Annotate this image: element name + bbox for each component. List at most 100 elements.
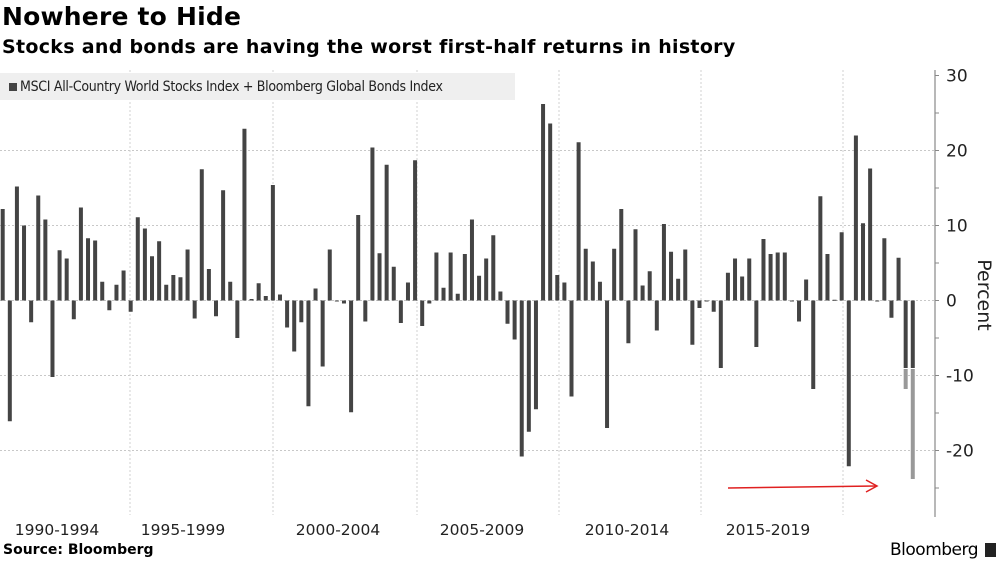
bar (135, 217, 140, 301)
bar (14, 186, 19, 301)
bar (43, 219, 48, 301)
bar (718, 300, 723, 368)
bar (0, 209, 5, 301)
bar (640, 285, 645, 301)
bar (199, 169, 204, 301)
bar (356, 215, 361, 301)
bar (78, 207, 83, 301)
x-tick-label: 2015-2019 (726, 521, 811, 539)
bar (413, 160, 418, 301)
bar (661, 224, 666, 301)
bar (398, 300, 403, 323)
source-note: Source: Bloomberg (3, 542, 154, 558)
bar (448, 252, 453, 301)
bar (477, 275, 482, 301)
bar (683, 249, 688, 301)
bar (775, 252, 780, 301)
bar (654, 300, 659, 331)
bar (391, 266, 396, 301)
x-tick-label: 2000-2004 (296, 521, 381, 539)
bar-highlight (910, 369, 915, 479)
bar (889, 300, 894, 318)
bar (363, 300, 368, 322)
bar (825, 254, 830, 301)
y-tick-label: -20 (946, 442, 974, 462)
bar (626, 300, 631, 344)
bar (505, 300, 510, 324)
bar (797, 300, 802, 322)
bar (704, 300, 709, 302)
bar (313, 288, 318, 301)
bar (605, 300, 610, 428)
bars (0, 104, 915, 479)
bar (861, 223, 866, 301)
bar (469, 219, 474, 301)
bar (583, 248, 588, 301)
bar (277, 294, 282, 301)
bar (178, 277, 183, 301)
bar (157, 241, 162, 301)
bar (619, 209, 624, 301)
bar (647, 271, 652, 301)
bar (733, 258, 738, 301)
bar (36, 195, 41, 301)
bar (768, 254, 773, 301)
bar (299, 300, 304, 323)
bar (519, 300, 524, 457)
bar (427, 300, 432, 304)
bar (150, 256, 155, 301)
bar (789, 300, 794, 302)
bar (192, 300, 197, 319)
bar (50, 300, 55, 377)
bar (185, 249, 190, 301)
y-tick-label: 30 (946, 67, 968, 87)
bar (526, 300, 531, 432)
bar (370, 147, 375, 301)
bar (242, 128, 247, 301)
gridlines (0, 70, 935, 515)
bar (555, 275, 560, 301)
bar (121, 270, 126, 301)
bar (320, 300, 325, 367)
bar (811, 300, 816, 389)
bar (839, 232, 844, 301)
bar (29, 300, 34, 323)
bar (263, 296, 268, 301)
y-axis-label: Percent (973, 259, 995, 331)
bar (164, 284, 169, 301)
bar (171, 275, 176, 301)
bar (576, 142, 581, 301)
bar (256, 283, 261, 301)
bar (214, 300, 218, 317)
bar (754, 300, 759, 347)
legend-swatch (9, 82, 17, 91)
bar (221, 190, 226, 301)
red-arrow-annotation (727, 479, 879, 493)
bar (832, 299, 837, 301)
bar (235, 300, 240, 338)
bar (669, 251, 674, 301)
bar (853, 135, 858, 301)
bar (896, 257, 901, 301)
bar (548, 123, 553, 301)
bar (441, 287, 446, 301)
bar (569, 300, 574, 397)
bar (71, 300, 76, 320)
bar (384, 164, 389, 301)
bar (93, 240, 98, 301)
bar (597, 281, 602, 301)
bar (711, 300, 716, 312)
bar (910, 300, 915, 368)
bar (761, 239, 766, 301)
bar (676, 278, 681, 301)
bloomberg-logo-icon (985, 543, 996, 557)
bar (903, 300, 908, 368)
y-tick-label: -10 (946, 367, 974, 387)
x-tick-label: 2010-2014 (585, 521, 670, 539)
bar (533, 300, 538, 410)
bar (128, 300, 133, 312)
bar (491, 235, 496, 301)
brand-logo-text: Bloomberg (890, 540, 978, 560)
bar (86, 238, 91, 301)
